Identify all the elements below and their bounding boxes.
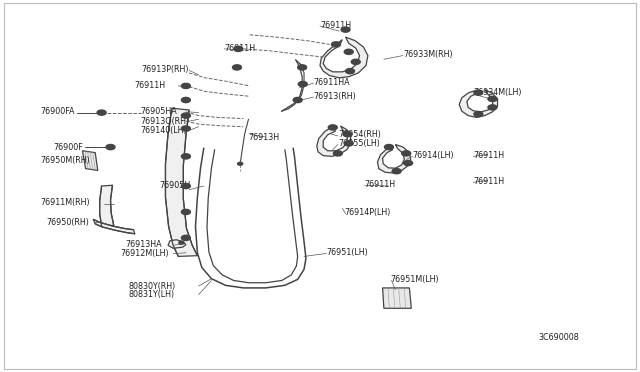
Circle shape — [392, 169, 401, 174]
Circle shape — [181, 235, 190, 240]
Circle shape — [404, 160, 413, 166]
Text: 76951M(LH): 76951M(LH) — [390, 275, 439, 284]
Polygon shape — [317, 126, 351, 156]
Text: 76950M(RH): 76950M(RH) — [40, 156, 90, 165]
Circle shape — [181, 209, 190, 215]
Text: 76913(RH): 76913(RH) — [314, 92, 356, 101]
Circle shape — [402, 151, 411, 156]
Polygon shape — [100, 185, 114, 226]
Text: 76912M(LH): 76912M(LH) — [121, 249, 170, 258]
Circle shape — [181, 97, 190, 103]
Text: 80831Y(LH): 80831Y(LH) — [129, 290, 175, 299]
Text: 76911H: 76911H — [473, 151, 504, 160]
Text: 769140(LH): 769140(LH) — [140, 126, 186, 135]
Text: 76934M(LH): 76934M(LH) — [473, 88, 522, 97]
Circle shape — [344, 49, 353, 54]
Circle shape — [298, 81, 307, 87]
Circle shape — [181, 113, 190, 118]
Circle shape — [346, 68, 355, 74]
Circle shape — [488, 96, 497, 102]
Text: 76905H: 76905H — [159, 181, 190, 190]
Polygon shape — [460, 90, 497, 118]
Text: 76955(LH): 76955(LH) — [338, 139, 380, 148]
Circle shape — [341, 27, 350, 32]
Circle shape — [343, 132, 352, 137]
Text: 76911H: 76911H — [473, 177, 504, 186]
Circle shape — [333, 151, 342, 156]
Circle shape — [488, 105, 497, 110]
Circle shape — [293, 97, 302, 103]
Text: 76911H: 76911H — [365, 180, 396, 189]
Text: 76933M(RH): 76933M(RH) — [403, 50, 452, 59]
Circle shape — [97, 110, 106, 115]
Text: 76913P(RH): 76913P(RH) — [141, 65, 189, 74]
Circle shape — [181, 154, 190, 159]
Text: 80830Y(RH): 80830Y(RH) — [129, 282, 175, 291]
Text: 3C690008: 3C690008 — [538, 333, 579, 342]
Circle shape — [344, 141, 353, 146]
Text: 76913H: 76913H — [248, 132, 280, 142]
Polygon shape — [83, 151, 98, 170]
Text: 76900F: 76900F — [53, 142, 83, 151]
Circle shape — [106, 144, 115, 150]
Circle shape — [232, 65, 241, 70]
Circle shape — [298, 65, 307, 70]
Text: 76913Q(RH): 76913Q(RH) — [140, 117, 189, 126]
Circle shape — [385, 144, 394, 150]
Polygon shape — [320, 37, 368, 78]
Text: 76914P(LH): 76914P(LH) — [344, 208, 390, 217]
Circle shape — [179, 241, 184, 244]
Text: 76951(LH): 76951(LH) — [326, 248, 368, 257]
Circle shape — [181, 183, 190, 189]
Text: 76911H: 76911H — [320, 22, 351, 31]
Circle shape — [181, 126, 190, 131]
Circle shape — [332, 42, 340, 47]
Circle shape — [474, 90, 483, 95]
Polygon shape — [166, 108, 197, 256]
Text: 76900FA: 76900FA — [40, 108, 75, 116]
Circle shape — [474, 112, 483, 117]
Text: 76911M(RH): 76911M(RH) — [40, 198, 90, 207]
Polygon shape — [378, 144, 411, 173]
Text: 76950(RH): 76950(RH) — [47, 218, 90, 227]
Text: 76914(LH): 76914(LH) — [413, 151, 454, 160]
Circle shape — [237, 162, 243, 165]
Circle shape — [328, 125, 337, 130]
Text: 76911HA: 76911HA — [314, 78, 350, 87]
Text: 76911H: 76911H — [224, 44, 255, 53]
Circle shape — [351, 59, 360, 64]
Text: 76905HA: 76905HA — [140, 107, 177, 116]
Polygon shape — [168, 240, 186, 248]
Polygon shape — [93, 219, 135, 234]
Text: 76913HA: 76913HA — [125, 240, 162, 249]
Polygon shape — [383, 288, 412, 308]
Circle shape — [181, 83, 190, 89]
Text: 76911H: 76911H — [135, 81, 166, 90]
Circle shape — [234, 46, 243, 51]
Text: 76954(RH): 76954(RH) — [338, 130, 381, 140]
